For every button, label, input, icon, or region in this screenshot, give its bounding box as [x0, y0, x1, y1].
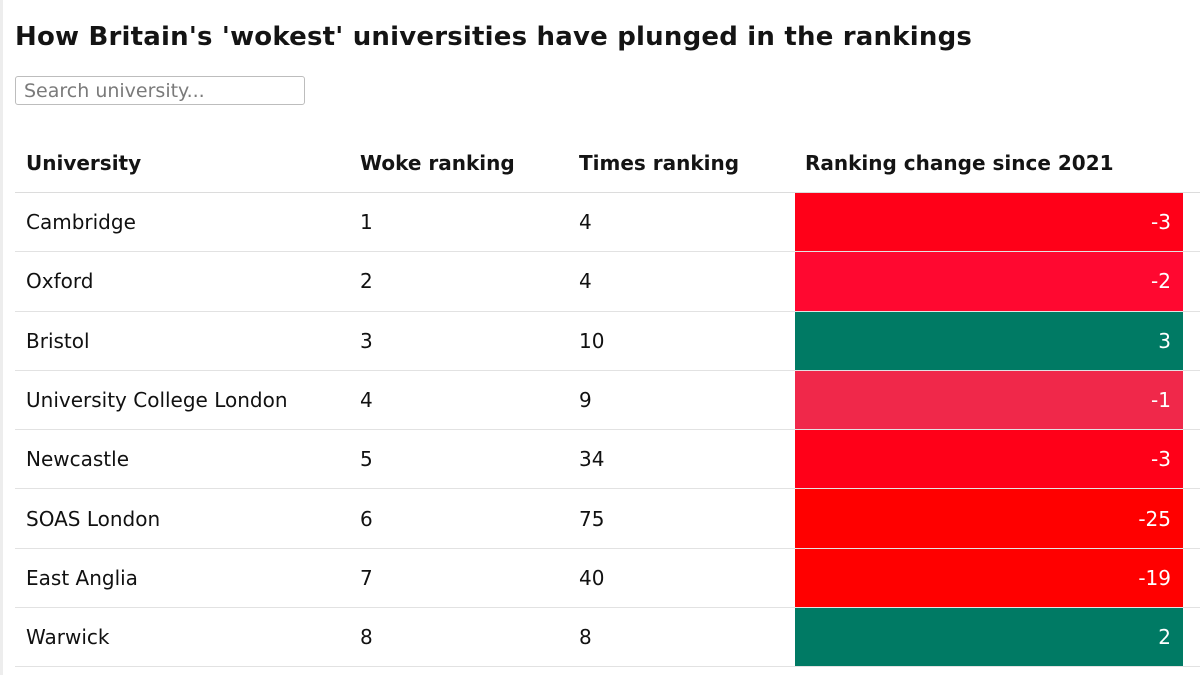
search-input[interactable]: [15, 76, 305, 105]
times-ranking-cell: 10: [579, 328, 605, 353]
times-ranking-cell: 8: [579, 625, 592, 650]
woke-ranking-cell: 4: [360, 388, 373, 413]
table-row: East Anglia 7 40 -19: [15, 548, 1200, 609]
university-cell: Oxford: [26, 269, 94, 294]
table-row: University College London 4 9 -1: [15, 370, 1200, 431]
ranking-change-cell: 2: [795, 608, 1183, 667]
ranking-change-cell: -3: [795, 193, 1183, 252]
table-row: SOAS London 6 75 -25: [15, 489, 1200, 549]
ranking-change-cell: -3: [795, 430, 1183, 489]
ranking-change-cell: -25: [795, 489, 1183, 548]
ranking-change-cell: -2: [795, 252, 1183, 311]
table-row: Cambridge 1 4 -3: [15, 193, 1200, 253]
column-header-times-ranking[interactable]: Times ranking: [579, 150, 740, 175]
university-cell: Warwick: [26, 625, 110, 650]
woke-ranking-cell: 8: [360, 625, 373, 650]
table-header-row: University Woke ranking Times ranking Ra…: [15, 133, 1200, 193]
table-row: Newcastle 5 34 -3: [15, 430, 1200, 490]
woke-ranking-cell: 5: [360, 447, 373, 472]
table-row: Bristol 3 10 3: [15, 311, 1200, 371]
ranking-change-cell: -19: [795, 548, 1183, 608]
ranking-change-cell: 3: [795, 311, 1183, 370]
university-cell: Cambridge: [26, 210, 136, 235]
university-cell: East Anglia: [26, 565, 138, 590]
university-cell: Bristol: [26, 328, 90, 353]
times-ranking-cell: 34: [579, 447, 605, 472]
rankings-table: University Woke ranking Times ranking Ra…: [15, 133, 1200, 668]
column-header-ranking-change[interactable]: Ranking change since 2021: [805, 150, 1114, 175]
ranking-change-cell: -1: [795, 370, 1183, 430]
woke-ranking-cell: 1: [360, 210, 373, 235]
woke-ranking-cell: 7: [360, 565, 373, 590]
table-row: Oxford 2 4 -2: [15, 252, 1200, 312]
woke-ranking-cell: 2: [360, 269, 373, 294]
woke-ranking-cell: 3: [360, 328, 373, 353]
page-title: How Britain's 'wokest' universities have…: [15, 22, 973, 52]
times-ranking-cell: 4: [579, 210, 592, 235]
times-ranking-cell: 4: [579, 269, 592, 294]
university-cell: Newcastle: [26, 447, 129, 472]
times-ranking-cell: 75: [579, 506, 605, 531]
university-cell: SOAS London: [26, 506, 161, 531]
table-row: Warwick 8 8 2: [15, 608, 1200, 668]
times-ranking-cell: 9: [579, 388, 592, 413]
university-cell: University College London: [26, 388, 288, 413]
column-header-university[interactable]: University: [26, 150, 142, 175]
times-ranking-cell: 40: [579, 565, 605, 590]
column-header-woke-ranking[interactable]: Woke ranking: [360, 150, 515, 175]
woke-ranking-cell: 6: [360, 506, 373, 531]
